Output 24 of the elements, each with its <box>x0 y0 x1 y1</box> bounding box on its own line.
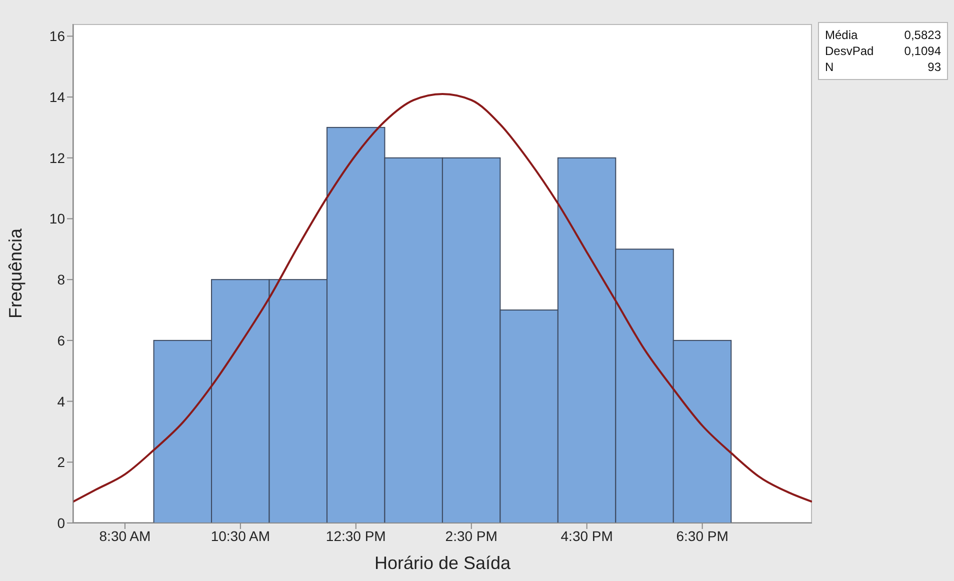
y-axis-title: Frequência <box>5 227 26 318</box>
x-tick-label: 12:30 PM <box>326 528 386 544</box>
y-tick-label: 8 <box>57 272 66 288</box>
text: 0,1094 <box>904 43 941 59</box>
y-tick-label: 14 <box>49 88 66 105</box>
line-series <box>73 92 812 503</box>
x-tick-label: 4:30 PM <box>560 528 613 544</box>
text: Média <box>825 27 858 43</box>
y-tick-label: 4 <box>57 393 66 410</box>
text: 93 <box>928 59 941 75</box>
text: DesvPad <box>825 43 874 59</box>
text: N <box>825 59 834 75</box>
y-tick-label: 6 <box>57 332 66 348</box>
y-tick-label: 10 <box>49 210 66 227</box>
y-tick-label: 0 <box>57 514 66 531</box>
x-axis-title: Horário de Saída <box>374 553 512 573</box>
x-tick-label: 2:30 PM <box>445 528 498 544</box>
y-tick-label: 12 <box>49 150 66 166</box>
y-tick-label: 16 <box>49 28 66 44</box>
text: 0,5823 <box>904 27 941 43</box>
y-tick-label: 2 <box>57 454 66 470</box>
x-tick-label: 10:30 AM <box>210 528 270 544</box>
x-tick-label: 8:30 AM <box>99 528 151 544</box>
x-tick-label: 6:30 PM <box>676 528 728 544</box>
